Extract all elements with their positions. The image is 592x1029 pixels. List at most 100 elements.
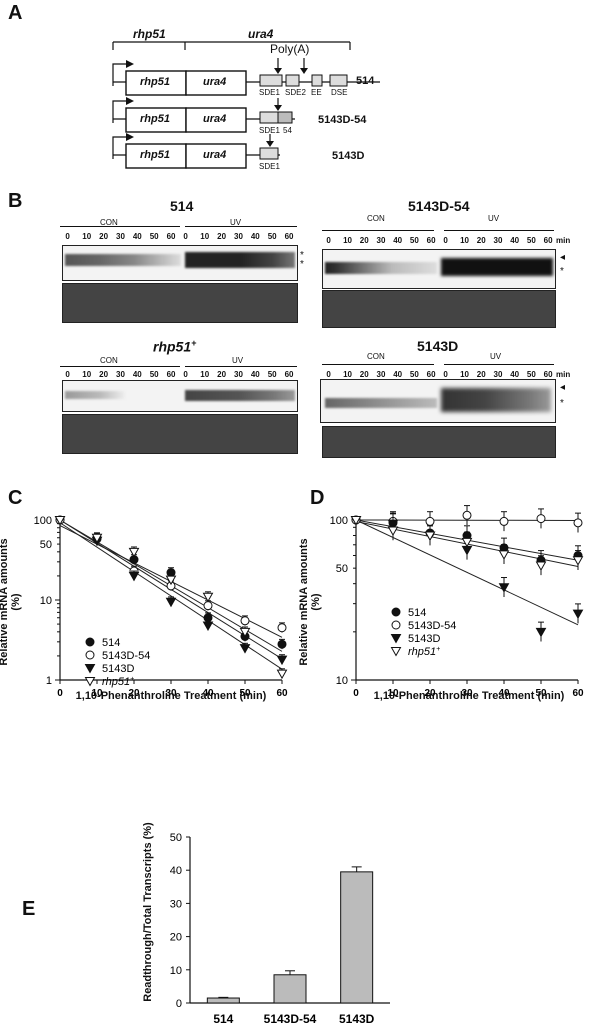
panel-c-xlabel: 1,10-Phenanthroline Treatment (min) [75,690,267,702]
x-tick-label: 10 [387,688,399,699]
legend-label: 5143D-54 [102,650,150,662]
blot-5143d54-unit: min [556,236,571,245]
lane-time-label: 20 [217,370,227,379]
lane-time-label: 30 [376,370,386,379]
lane-time-label: 0 [65,232,70,241]
blot-5143d-marker1: ◂ [560,382,566,393]
lane-time-label: 10 [343,370,352,379]
c1-ee: EE [311,88,322,97]
x-tick-label: 40 [202,688,214,699]
data-point [391,607,401,617]
lane-time-label: 50 [149,232,159,241]
c3-sde1: SDE1 [259,162,280,171]
lane-time-label: 20 [476,370,486,379]
blot-5143d-rrna [322,426,556,458]
x-tick-label: 0 [353,688,359,699]
lane-time-label: 20 [359,370,369,379]
category-label: 5143D-54 [264,1012,317,1026]
y-tick-label: 1 [46,675,52,687]
y-tick-label: 100 [330,515,348,527]
panel-a-label: A [8,2,23,24]
legend-label: 5143D [102,663,134,675]
c2-name: 5143D-54 [318,114,367,126]
blot-514-marker2: * [300,259,304,270]
blot-514-marker1: * [300,250,304,261]
blot-514-rrna [62,283,298,323]
panel-e-chart: 0 10 20 30 40 50 514 5143D-54 5143D [170,832,390,1026]
lane-time-label: 10 [82,370,92,379]
data-point [202,621,214,632]
lane-time-label: 30 [116,370,125,379]
blot-5143d-northern [320,379,556,423]
data-point [462,510,472,520]
data-point [91,533,103,544]
blot-5143d-unit: min [556,370,571,379]
blot-5143d54-uv: UV [488,214,500,223]
lane-time-label: 50 [149,370,159,379]
lane-time-label: 60 [166,370,176,379]
data-point [535,627,547,638]
y-tick-label: 20 [170,932,182,944]
lane-time-label: 20 [217,232,227,241]
blot-514-title: 514 [170,198,194,214]
y-tick-label: 10 [170,965,182,977]
panel-d-chart: 10 50 100 0 10 20 30 40 50 60 5145143D-545143Drhp5… [330,505,584,699]
panel-e-ylabel: Readthrough/Total Transcripts (%) [142,822,154,1002]
blot-rhp51-uv: UV [232,356,244,365]
lane-time-label: 40 [510,370,520,379]
lane-time-label: 10 [343,236,352,245]
data-point [276,669,288,680]
x-tick-label: 20 [128,688,140,699]
data-point [85,650,95,660]
blot-5143d54-title: 5143D-54 [408,198,470,214]
lane-time-label: 50 [409,236,419,245]
blot-5143d54-northern [322,249,556,289]
lane-time-label: 20 [476,236,486,245]
data-point [85,637,95,647]
panel-d-label: D [310,487,325,509]
lane-time-label: 0 [65,370,70,379]
lane-time-label: 0 [326,236,331,245]
c2-box2: ura4 [203,113,227,125]
lane-time-label: 40 [132,370,142,379]
panel-d-xlabel: 1,10-Phenanthroline Treatment (min) [373,690,565,702]
polya-label: Poly(A) [270,42,310,56]
x-tick-label: 0 [57,688,63,699]
category-label: 514 [213,1012,233,1026]
legend-label: 514 [408,607,426,619]
data-point [277,639,287,649]
blot-rhp51-con: CON [100,356,118,365]
data-point [387,526,399,537]
lane-time-label: 50 [526,236,536,245]
legend-label: 5143D [408,633,440,645]
lane-time-label: 60 [166,232,176,241]
fit-line [59,522,283,670]
category-label: 5143D [339,1012,375,1026]
panel-d-ylabel: Relative mRNA amounts (%) [298,538,322,666]
data-point [165,575,177,586]
data-point [277,623,287,633]
c3-box1: rhp51 [140,149,170,161]
c2-54: 54 [283,126,292,135]
lane-time-label: 60 [426,236,436,245]
data-point [391,620,401,630]
c2-box1: rhp51 [140,113,170,125]
data-point [390,647,402,657]
lane-time-label: 10 [460,370,469,379]
legend-superscript: + [130,676,134,683]
c1-box1: rhp51 [140,76,170,88]
data-point [240,616,250,626]
x-tick-label: 10 [91,688,103,699]
blot-rhp51-northern [62,380,298,412]
y-tick-label: 10 [336,675,348,687]
c2-sde1: SDE1 [259,126,280,135]
data-point [425,516,435,526]
lane-time-label: 0 [183,232,188,241]
lane-time-label: 30 [116,232,125,241]
legend-label: 514 [102,637,120,649]
legend-label: 5143D-54 [408,620,456,632]
data-point [535,561,547,571]
lane-time-label: 0 [443,236,448,245]
panel-e-label: E [22,898,36,920]
lane-time-label: 60 [426,370,436,379]
